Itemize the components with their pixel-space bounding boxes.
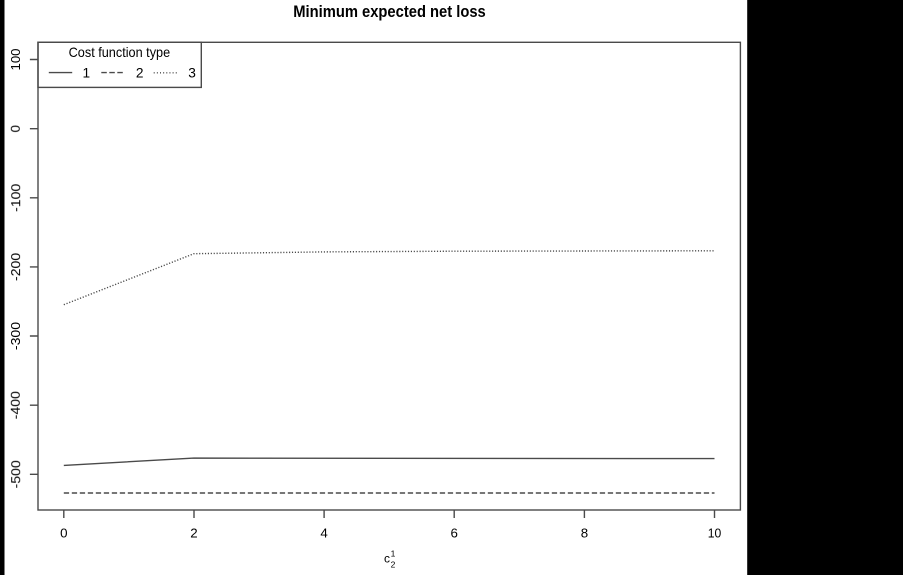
svg-text:0: 0 <box>60 526 67 541</box>
svg-text:-100: -100 <box>8 184 23 212</box>
svg-text:6: 6 <box>450 526 457 541</box>
svg-text:100: 100 <box>8 49 23 71</box>
svg-text:1: 1 <box>82 65 90 80</box>
svg-text:2: 2 <box>391 560 396 570</box>
svg-text:-400: -400 <box>8 391 23 419</box>
svg-text:Minimum expected net loss: Minimum expected net loss <box>293 2 486 21</box>
svg-text:2: 2 <box>136 65 144 80</box>
svg-text:-200: -200 <box>8 253 23 281</box>
svg-text:10: 10 <box>708 526 722 541</box>
svg-text:2: 2 <box>190 526 197 541</box>
svg-text:3: 3 <box>188 65 196 80</box>
svg-text:1: 1 <box>391 548 396 558</box>
svg-text:8: 8 <box>581 526 588 541</box>
svg-text:4: 4 <box>320 526 327 541</box>
svg-text:c: c <box>384 552 390 566</box>
svg-text:0: 0 <box>8 125 23 132</box>
svg-text:-300: -300 <box>8 322 23 350</box>
svg-text:-500: -500 <box>8 460 23 488</box>
svg-text:Cost function type: Cost function type <box>69 45 171 60</box>
